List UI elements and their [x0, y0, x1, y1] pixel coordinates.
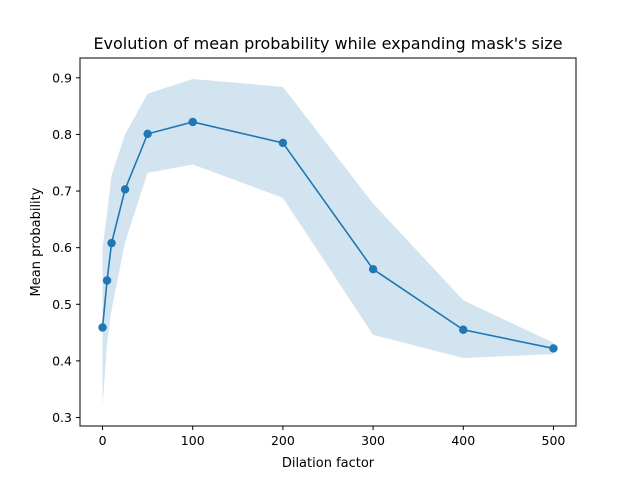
y-tick-label: 0.6	[52, 240, 72, 255]
data-point	[98, 323, 107, 332]
x-axis-ticks: 0 100 200 300 400 500	[99, 426, 566, 448]
x-tick-label: 400	[451, 433, 475, 448]
data-point	[120, 185, 130, 194]
confidence-band-layer	[102, 78, 554, 407]
data-point-layer	[98, 117, 558, 353]
data-point	[107, 238, 116, 248]
y-tick-label: 0.8	[52, 127, 72, 142]
y-tick-label: 0.9	[52, 70, 72, 85]
data-point	[368, 264, 378, 274]
confidence-band	[102, 78, 554, 407]
series-line-layer	[101, 121, 554, 350]
x-tick-label: 200	[271, 433, 295, 448]
y-tick-label: 0.7	[52, 184, 72, 199]
y-tick-label: 0.4	[52, 353, 72, 368]
y-axis-label: Mean probability	[29, 187, 44, 296]
y-axis-ticks: 0.3 0.4 0.5 0.6 0.7 0.8 0.9	[52, 70, 80, 425]
x-axis-label: Dilation factor	[282, 456, 375, 471]
x-tick-label: 0	[99, 433, 107, 448]
data-point	[459, 325, 468, 334]
x-tick-label: 300	[361, 433, 385, 448]
data-point	[188, 117, 197, 127]
chart-title: Evolution of mean probability while expa…	[93, 34, 562, 53]
y-tick-label: 0.3	[52, 410, 72, 425]
y-tick-label: 0.5	[52, 297, 72, 312]
data-point	[278, 138, 288, 148]
x-tick-label: 500	[542, 433, 566, 448]
data-point	[143, 129, 152, 139]
x-tick-label: 100	[181, 433, 205, 448]
series-line	[101, 121, 554, 350]
plot-frame	[79, 57, 577, 427]
data-point	[549, 344, 558, 353]
data-point	[102, 276, 112, 285]
